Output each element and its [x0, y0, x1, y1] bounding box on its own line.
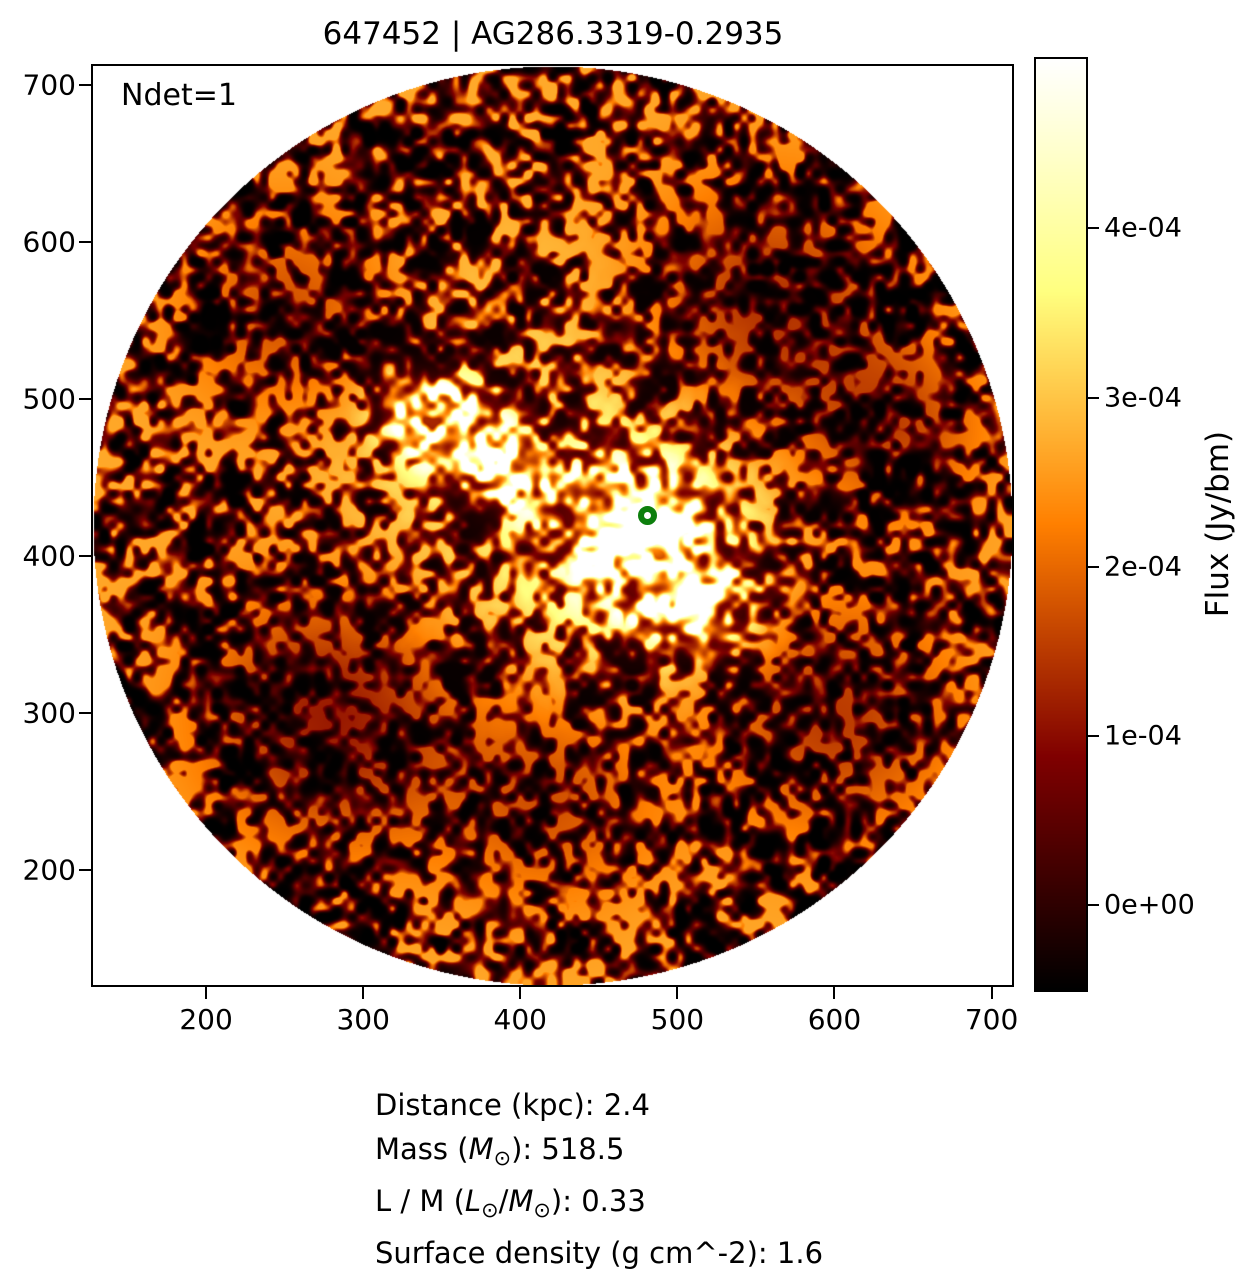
footer-line: Surface density (g cm^-2): 1.6 [375, 1236, 824, 1271]
colorbar-tick-mark [1088, 565, 1099, 568]
colorbar-axis-label: Flux (Jy/bm) [1200, 430, 1236, 618]
x-tick-mark [362, 987, 365, 999]
y-tick-mark [79, 83, 91, 86]
x-tick-label: 200 [179, 1003, 233, 1036]
plot-area: Ndet=1 [91, 64, 1014, 987]
x-tick-label: 700 [964, 1003, 1019, 1036]
y-tick-label: 500 [22, 382, 76, 416]
x-tick-label: 600 [807, 1003, 862, 1036]
colorbar-tick-label: 2e-04 [1104, 551, 1182, 583]
y-tick-label: 400 [22, 539, 76, 573]
x-tick-mark [833, 987, 836, 999]
y-tick-mark [79, 712, 91, 715]
x-tick-mark [676, 987, 679, 999]
plot-title: 647452 | AG286.3319-0.2935 [322, 16, 784, 52]
x-tick-label: 300 [336, 1003, 390, 1036]
colorbar-canvas [1036, 59, 1086, 990]
x-tick-mark [990, 987, 993, 999]
x-tick-label: 400 [493, 1003, 548, 1036]
y-tick-mark [79, 240, 91, 243]
y-tick-mark [79, 869, 91, 872]
footer-line: L / M (L⊙/M⊙): 0.33 [375, 1183, 646, 1222]
x-tick-mark [519, 987, 522, 999]
source-marker [638, 505, 658, 525]
y-tick-label: 600 [22, 225, 76, 259]
footer-line: Distance (kpc): 2.4 [375, 1088, 650, 1122]
colorbar-tick-label: 1e-04 [1104, 720, 1182, 752]
colorbar [1034, 57, 1088, 992]
y-tick-mark [79, 555, 91, 558]
colorbar-tick-label: 0e+00 [1104, 889, 1195, 921]
y-tick-label: 300 [22, 696, 76, 730]
heatmap-canvas [93, 66, 1012, 985]
footer-line: Mass (M⊙): 518.5 [375, 1131, 625, 1170]
colorbar-tick-mark [1088, 227, 1099, 230]
y-tick-label: 700 [22, 68, 76, 102]
y-tick-mark [79, 398, 91, 401]
x-tick-mark [205, 987, 208, 999]
colorbar-tick-mark [1088, 904, 1099, 907]
colorbar-tick-mark [1088, 396, 1099, 399]
colorbar-tick-label: 4e-04 [1104, 212, 1182, 244]
y-tick-label: 200 [22, 853, 76, 887]
footer-stats: Distance (kpc): 2.4 Mass (M⊙): 518.5 L / M… [375, 1084, 823, 1276]
colorbar-tick-label: 3e-04 [1104, 382, 1182, 414]
ndet-annotation: Ndet=1 [121, 78, 237, 113]
colorbar-tick-mark [1088, 735, 1099, 738]
x-tick-label: 500 [650, 1003, 705, 1036]
